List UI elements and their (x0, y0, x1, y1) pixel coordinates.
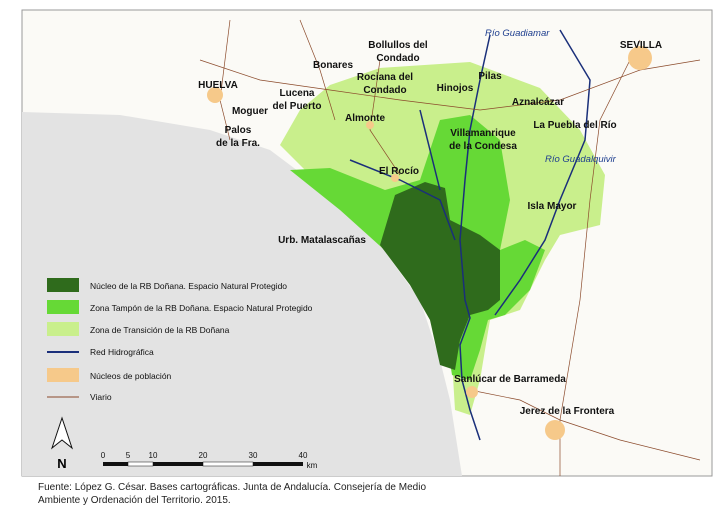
place-label: Palos (225, 125, 252, 136)
place-label: Bonares (313, 60, 353, 71)
sea (22, 112, 462, 476)
place-label: Hinojos (437, 83, 474, 94)
rivers (349, 29, 591, 441)
place-label: Almonte (345, 113, 385, 124)
legend-label: Zona de Transición de la RB Doñana (90, 325, 230, 335)
place-label: Isla Mayor (528, 201, 577, 212)
place-label: Urb. Matalascañas (278, 235, 366, 246)
place-label: SEVILLA (620, 40, 662, 51)
scale-label: 5 (126, 451, 131, 460)
place-label: Sanlúcar de Barrameda (454, 374, 566, 385)
north-label: N (57, 456, 66, 471)
place-label: del Puerto (273, 101, 322, 112)
legend-label: Viario (90, 392, 112, 402)
place-label: Pilas (478, 71, 502, 82)
place-label: Rociana del (357, 72, 413, 83)
place-label: La Puebla del Río (533, 120, 616, 131)
legend-label: Núcleo de la RB Doñana. Espacio Natural … (90, 281, 287, 291)
scale-label: 20 (199, 451, 208, 460)
place-label: Bollullos del (368, 40, 428, 51)
river-label: Río Guadalquivir (545, 154, 617, 165)
place-label: Lucena (279, 88, 314, 99)
source-line: Fuente: López G. César. Bases cartográfi… (38, 482, 426, 493)
towns (207, 46, 652, 440)
legend-label: Zona Tampón de la RB Doñana. Espacio Nat… (90, 303, 313, 313)
place-label: Villamanrique (450, 128, 516, 139)
legend-label: Núcleos de población (90, 371, 172, 381)
core-zone (380, 182, 500, 370)
place-label: de la Fra. (216, 138, 260, 149)
legend: Núcleo de la RB Doñana. Espacio Natural … (47, 278, 313, 402)
place-label: de la Condesa (449, 141, 517, 152)
legend-label: Red Hidrográfica (90, 347, 154, 357)
place-label: Aznalcázar (512, 97, 564, 108)
scale-label: 40 (299, 451, 308, 460)
scale-unit: km (307, 461, 318, 470)
place-label: Condado (363, 85, 406, 96)
source-line: Ambiente y Ordenación del Territorio. 20… (38, 495, 231, 506)
place-label: Condado (376, 53, 419, 64)
scale-label: 0 (101, 451, 106, 460)
river-label: Río Guadiamar (485, 28, 550, 39)
place-label: Jerez de la Frontera (520, 406, 615, 417)
north-arrow (50, 416, 74, 450)
scale-label: 30 (249, 451, 258, 460)
place-label: HUELVA (198, 80, 238, 91)
scale-label: 10 (149, 451, 158, 460)
place-label: El Rocío (379, 166, 419, 177)
place-label: Moguer (232, 106, 268, 117)
